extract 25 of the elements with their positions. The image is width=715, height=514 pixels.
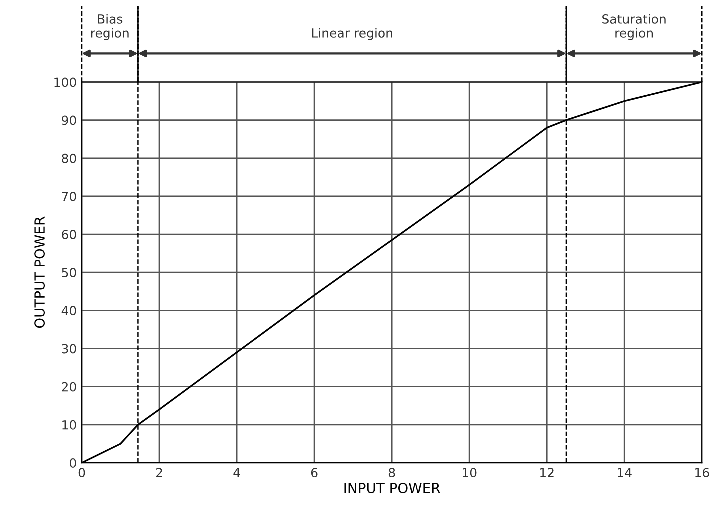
y-tick-label: 100 — [54, 78, 76, 88]
x-tick-label: 16 — [696, 468, 710, 478]
y-tick-label: 80 — [62, 154, 76, 164]
y-tick-label: 60 — [62, 230, 76, 240]
x-tick-label: 4 — [234, 468, 240, 478]
y-tick-label: 20 — [62, 382, 76, 392]
text: Saturation region — [602, 14, 666, 40]
y-tick-label: 40 — [62, 306, 76, 316]
x-axis-title: INPUT POWER — [344, 482, 440, 494]
y-tick-label: 70 — [62, 192, 76, 202]
x-tick-label: 8 — [388, 468, 396, 478]
y-axis-title: OUTPUT POWER — [34, 216, 46, 328]
x-tick-label: 14 — [618, 468, 632, 478]
x-tick-label: 12 — [540, 468, 554, 478]
y-tick-label: 90 — [62, 116, 76, 126]
y-tick-label: 50 — [62, 268, 76, 278]
y-tick-label: 10 — [62, 420, 76, 430]
y-tick-label: 0 — [70, 458, 76, 468]
x-tick-label: 6 — [311, 468, 318, 478]
text: Bias region — [91, 14, 129, 40]
text: Linear region — [312, 28, 392, 40]
x-tick-label: 2 — [156, 468, 162, 478]
x-tick-label: 10 — [463, 468, 477, 478]
x-tick-label: 0 — [78, 468, 86, 478]
y-tick-label: 30 — [62, 344, 76, 354]
